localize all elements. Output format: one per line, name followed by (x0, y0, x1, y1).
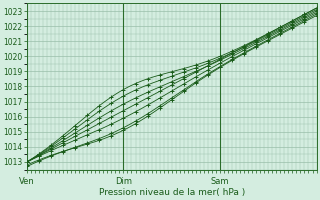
X-axis label: Pression niveau de la mer( hPa ): Pression niveau de la mer( hPa ) (99, 188, 245, 197)
